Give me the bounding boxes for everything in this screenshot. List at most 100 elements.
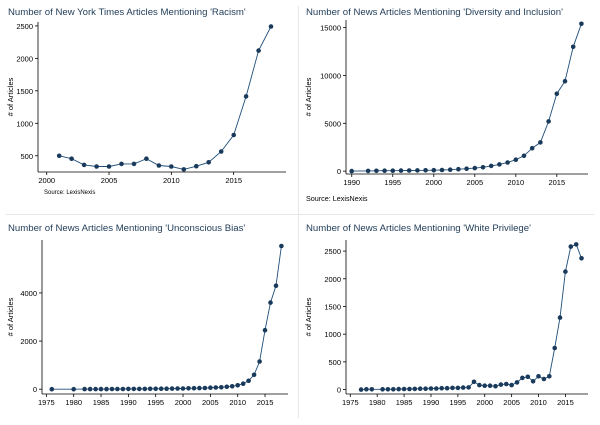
data-point [374, 168, 379, 174]
data-point [439, 385, 444, 391]
series-line [361, 243, 582, 391]
data-point [385, 387, 391, 392]
data-point [364, 387, 369, 392]
data-point [87, 386, 93, 392]
x-tick-label: 2005 [101, 176, 118, 185]
chart-panel-unconscious-bias: Number of News Articles Mentioning 'Unco… [4, 220, 294, 425]
data-point [428, 386, 434, 391]
x-tick-label: 2000 [175, 398, 192, 407]
data-point [406, 168, 412, 173]
data-point [131, 161, 137, 167]
data-point [547, 374, 552, 379]
y-axis-label: # of Articles [6, 297, 15, 336]
data-point [431, 167, 437, 173]
data-point [460, 385, 466, 390]
data-point [131, 386, 137, 392]
data-point [197, 385, 202, 391]
data-point [455, 385, 461, 391]
data-point [106, 164, 112, 169]
data-point [49, 386, 55, 392]
data-point [202, 385, 208, 391]
data-point [396, 386, 401, 392]
data-point [563, 269, 568, 274]
y-tick-label: 0 [33, 385, 37, 394]
chart-title: Number of New York Times Articles Mentio… [8, 7, 246, 18]
y-tick-label: 0 [337, 167, 341, 176]
data-point [579, 256, 584, 261]
data-point [504, 381, 509, 387]
data-point [153, 386, 158, 392]
y-axis-label: # of Articles [304, 297, 313, 336]
data-point [390, 168, 396, 173]
y-tick-label: 1500 [16, 87, 33, 96]
data-point [536, 374, 541, 379]
data-point [251, 372, 257, 378]
data-point [520, 375, 525, 381]
data-point [488, 163, 494, 169]
data-point [273, 283, 279, 288]
y-tick-label: 2500 [16, 22, 33, 31]
data-point [169, 164, 174, 169]
data-point [407, 386, 412, 392]
x-tick-label: 1990 [343, 178, 360, 187]
chart-title: Number of News Articles Mentioning 'Dive… [306, 7, 563, 18]
data-point [229, 384, 235, 389]
data-point [525, 374, 531, 380]
data-point [480, 165, 486, 170]
data-point [191, 385, 197, 391]
data-point [434, 386, 439, 391]
chart-unconscious-bias: Number of News Articles Mentioning 'Unco… [6, 223, 288, 407]
data-point [262, 327, 268, 333]
x-tick-label: 1990 [423, 398, 440, 407]
data-point [417, 386, 423, 391]
data-point [231, 132, 236, 138]
x-tick-label: 2015 [557, 398, 574, 407]
chart-panel-diversity-inclusion: Number of News Articles Mentioning 'Dive… [302, 4, 592, 209]
data-point [240, 381, 246, 386]
data-point [206, 160, 211, 165]
data-point [219, 385, 224, 390]
x-tick-label: 1980 [65, 398, 82, 407]
x-tick-label: 2010 [163, 176, 180, 185]
data-point [169, 386, 175, 391]
data-point [69, 156, 74, 161]
data-point [530, 379, 536, 384]
y-tick-label: 2000 [20, 337, 37, 346]
y-tick-label: 2500 [324, 247, 341, 256]
x-tick-label: 2015 [257, 398, 274, 407]
data-point [568, 244, 574, 249]
data-point [268, 24, 274, 29]
data-point [71, 386, 76, 392]
data-point [401, 386, 407, 392]
data-point [243, 94, 249, 99]
x-tick-label: 1985 [93, 398, 110, 407]
data-point [213, 385, 219, 390]
data-point [218, 149, 224, 154]
data-point [497, 162, 502, 167]
data-point [466, 385, 471, 390]
data-point [552, 345, 557, 351]
data-point [224, 384, 230, 390]
data-point [186, 386, 191, 391]
x-tick-label: 1980 [369, 398, 386, 407]
y-tick-label: 500 [20, 152, 33, 161]
panel-divider-vertical [298, 6, 299, 418]
x-tick-label: 2015 [548, 178, 565, 187]
data-point [181, 167, 187, 172]
data-point [142, 386, 148, 392]
data-point [509, 382, 514, 388]
data-point [120, 386, 126, 392]
data-point [82, 386, 87, 392]
data-point [126, 386, 131, 392]
data-point [521, 153, 527, 159]
data-point [514, 380, 520, 385]
data-point [56, 153, 62, 159]
data-point [279, 243, 284, 249]
data-point [447, 167, 453, 172]
data-point [487, 383, 493, 388]
y-tick-label: 2000 [16, 54, 33, 63]
data-point [554, 91, 560, 96]
x-tick-label: 2000 [476, 398, 493, 407]
data-point [538, 140, 543, 145]
data-point [505, 160, 510, 165]
